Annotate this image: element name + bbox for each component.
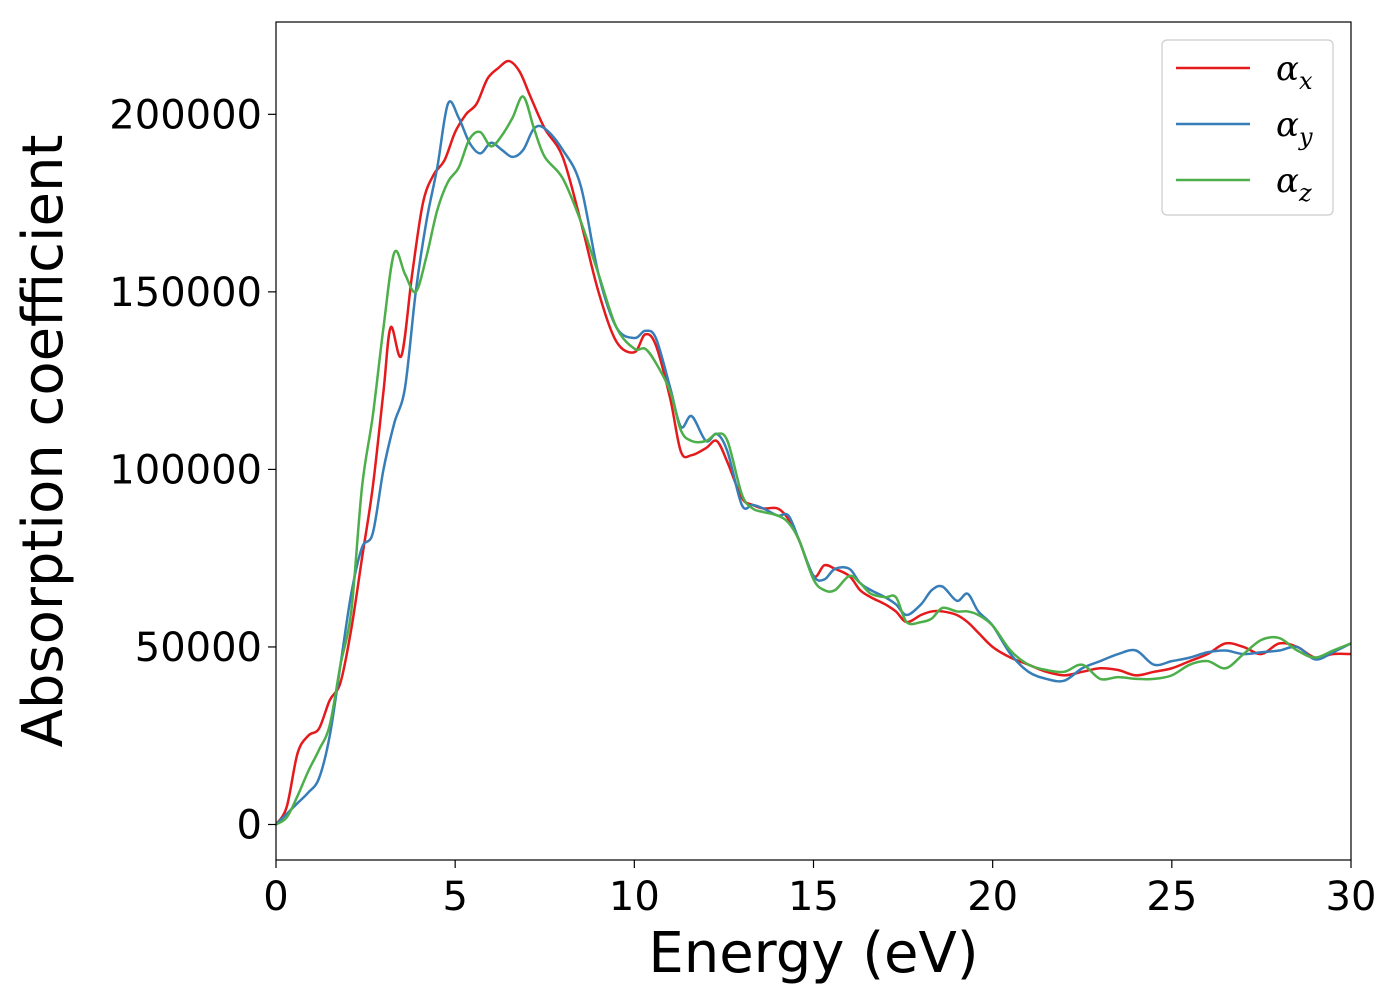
y-tick-label: 200000 <box>109 92 262 138</box>
x-tick-label: 5 <box>442 874 467 920</box>
legend-label-x: αx <box>1276 49 1313 95</box>
x-tick-label: 30 <box>1326 874 1377 920</box>
x-axis-title: Energy (eV) <box>648 921 978 986</box>
axes: 0 5 10 15 20 25 30 0 50000 100000 150000 200000 <box>109 21 1377 920</box>
y-tick-label: 150000 <box>109 270 262 316</box>
series-group <box>276 59 1351 826</box>
y-tick-label: 50000 <box>135 625 262 671</box>
x-tick-label: 20 <box>967 874 1018 920</box>
legend-box <box>1161 39 1334 216</box>
x-tick-label: 0 <box>263 874 288 920</box>
x-tick-label: 25 <box>1146 874 1197 920</box>
series-line-z <box>276 95 1351 826</box>
x-tick-label: 15 <box>788 874 839 920</box>
x-tick-label: 10 <box>609 874 660 920</box>
y-tick-label: 100000 <box>109 447 262 493</box>
y-axis-title: Absorption coefficient <box>11 135 76 748</box>
y-tick-label: 0 <box>237 802 262 848</box>
